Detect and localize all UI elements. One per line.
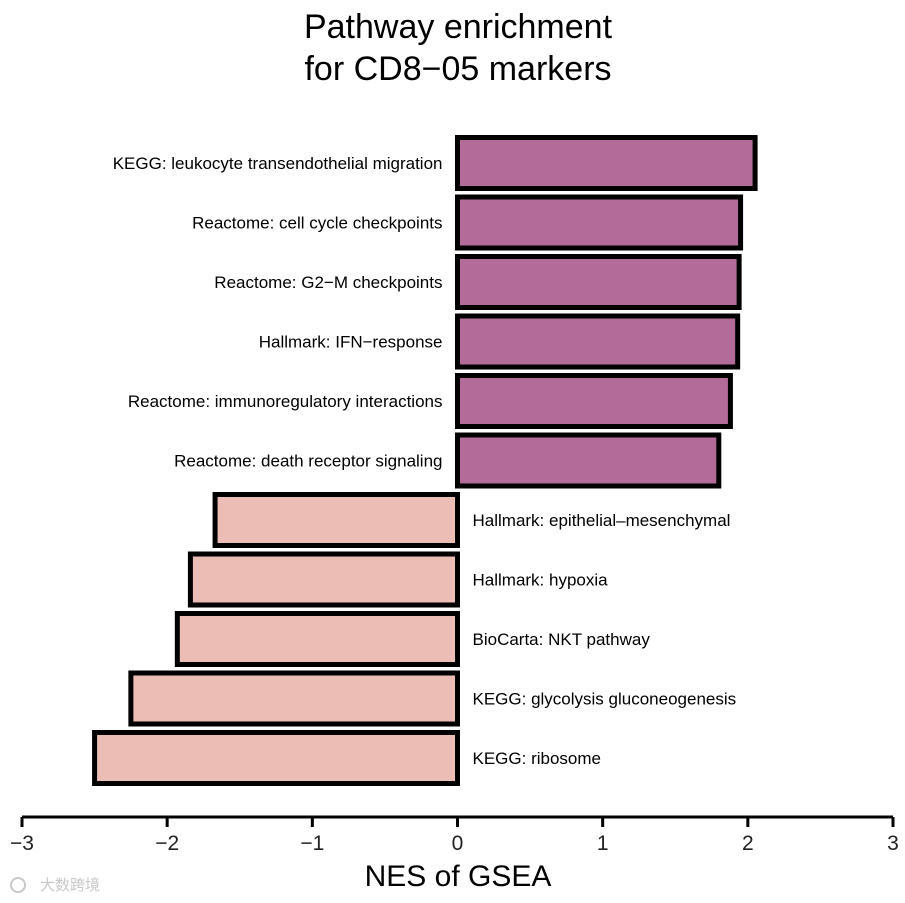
- watermark-logo-icon: [10, 877, 26, 893]
- category-label-1: Reactome: cell cycle checkpoints: [192, 214, 442, 233]
- bar-1: [455, 194, 744, 251]
- bar-2: [455, 254, 742, 310]
- category-label-5: Reactome: death receptor signaling: [174, 452, 442, 471]
- category-label-10: KEGG: ribosome: [473, 749, 602, 768]
- x-tick-label-6: 3: [887, 832, 899, 855]
- bar-4: [455, 373, 733, 429]
- bar-10: [92, 730, 460, 786]
- bars-group: [92, 135, 758, 786]
- category-label-0: KEGG: leukocyte transendothelial migrati…: [113, 154, 443, 173]
- category-label-2: Reactome: G2−M checkpoints: [214, 273, 442, 292]
- x-tick-label-5: 2: [742, 832, 754, 855]
- watermark: 大数跨境: [10, 876, 100, 894]
- category-label-4: Reactome: immunoregulatory interactions: [128, 392, 443, 411]
- x-tick-label-0: −3: [10, 832, 34, 855]
- x-tick-label-3: 0: [452, 832, 464, 855]
- category-label-3: Hallmark: IFN−response: [259, 333, 443, 352]
- x-tick-label-1: −2: [155, 832, 179, 855]
- x-tick-label-4: 1: [597, 832, 609, 855]
- category-label-7: Hallmark: hypoxia: [473, 571, 609, 590]
- bar-0: [455, 135, 758, 191]
- x-axis: −3 −2 −1 0 1 2 3: [10, 815, 899, 855]
- x-axis-title: NES of GSEA: [365, 860, 552, 893]
- bar-8: [174, 611, 460, 667]
- bar-9: [128, 670, 460, 727]
- bar-5: [455, 432, 722, 489]
- bar-6: [212, 492, 460, 548]
- category-labels-group: KEGG: leukocyte transendothelial migrati…: [113, 154, 736, 768]
- bar-7: [187, 551, 460, 608]
- watermark-text: 大数跨境: [40, 876, 100, 894]
- category-label-9: KEGG: glycolysis gluconeogenesis: [473, 690, 737, 709]
- chart-title-line-1: Pathway enrichment: [304, 8, 613, 46]
- chart-title-line-2: for CD8−05 markers: [304, 50, 611, 88]
- x-tick-label-2: −1: [300, 832, 324, 855]
- category-label-6: Hallmark: epithelial–mesenchymal: [473, 511, 731, 530]
- bar-3: [455, 313, 741, 370]
- category-label-8: BioCarta: NKT pathway: [473, 630, 651, 649]
